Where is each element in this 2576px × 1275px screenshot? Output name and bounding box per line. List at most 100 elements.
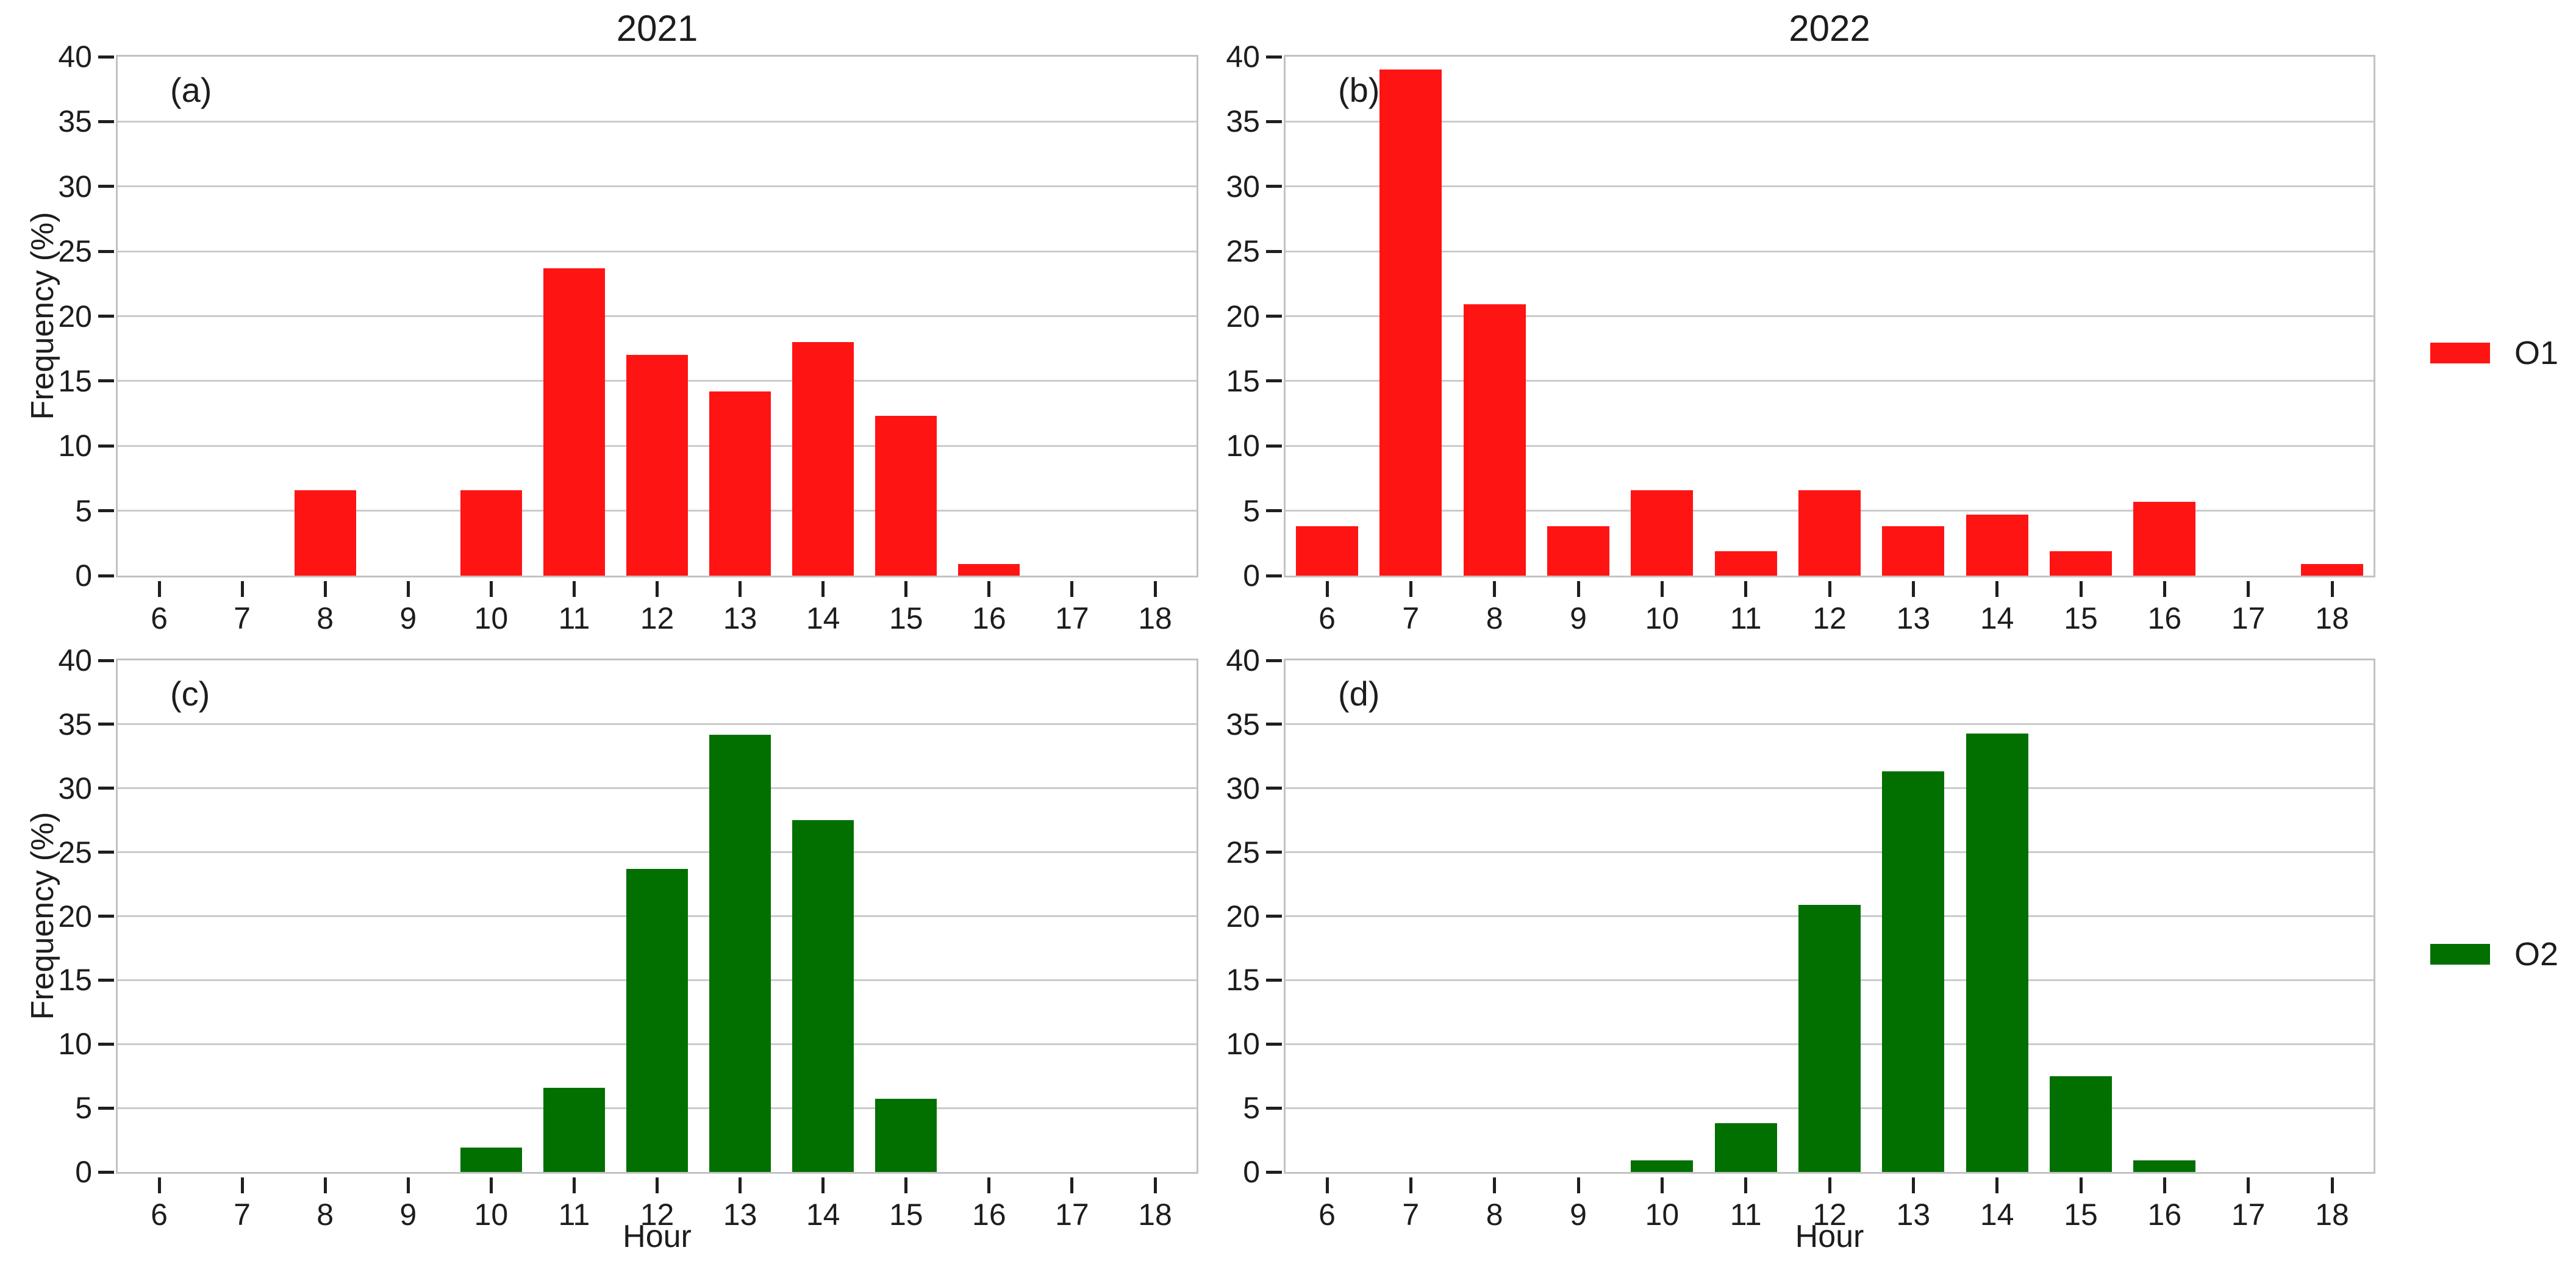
x-tick-mark xyxy=(1660,581,1664,597)
bar-hour-10 xyxy=(1631,1160,1693,1172)
bar-hour-14 xyxy=(1966,515,2028,576)
y-tick-mark xyxy=(98,444,114,448)
y-tick-mark xyxy=(98,1170,114,1174)
x-tick-label: 9 xyxy=(1570,1198,1587,1232)
panel-d: 0 5 10 15 20 25 30 35 40 6 7 8 9 10 11 12 13 14 15 16 17 18 (d… xyxy=(1226,643,2375,1232)
x-tick-label: 12 xyxy=(640,601,674,635)
x-axis-label-right: Hour xyxy=(1795,1219,1864,1254)
y-tick-mark xyxy=(98,659,114,662)
x-tick-label: 8 xyxy=(317,601,334,635)
y-tick-label: 20 xyxy=(1226,299,1260,334)
x-tick-label: 15 xyxy=(2064,1198,2098,1232)
y-tick-mark xyxy=(98,978,114,982)
y-tick-label: 35 xyxy=(58,707,92,741)
x-tick-label: 15 xyxy=(889,1198,923,1232)
y-tick-label: 10 xyxy=(58,429,92,463)
panel-letter: (a) xyxy=(170,71,212,109)
bar-hour-13 xyxy=(1882,526,1944,576)
bar-hour-13 xyxy=(709,391,771,576)
bar-hour-10 xyxy=(1631,490,1693,576)
gridline xyxy=(1286,315,2374,317)
y-tick-label: 0 xyxy=(75,1155,92,1189)
y-tick-mark xyxy=(98,1106,114,1110)
legend-label-o2: O2 xyxy=(2514,936,2559,973)
y-tick-label: 20 xyxy=(58,299,92,334)
bar-hour-14 xyxy=(792,342,854,576)
x-tick-mark xyxy=(1744,1177,1748,1193)
x-tick-label: 7 xyxy=(1402,601,1420,635)
x-tick-mark xyxy=(1153,1177,1157,1193)
x-tick-label: 13 xyxy=(723,601,757,635)
gridline xyxy=(1286,787,2374,790)
x-tick-label: 12 xyxy=(1812,1198,1847,1232)
x-tick-label: 17 xyxy=(2231,1198,2266,1232)
bar-hour-12 xyxy=(1798,490,1861,576)
y-tick-mark xyxy=(1266,55,1282,59)
x-tick-label: 12 xyxy=(640,1198,674,1232)
x-tick-label: 6 xyxy=(151,601,168,635)
y-tick-label: 0 xyxy=(75,559,92,593)
x-tick-mark xyxy=(489,581,493,597)
x-tick-mark xyxy=(1493,581,1497,597)
x-axis-label-left: Hour xyxy=(623,1219,692,1254)
x-tick-mark xyxy=(821,1177,825,1193)
x-tick-mark xyxy=(1576,581,1580,597)
legend-swatch-o1 xyxy=(2430,343,2490,363)
x-tick-mark xyxy=(323,581,327,597)
x-tick-mark xyxy=(2163,1177,2166,1193)
bar-hour-12 xyxy=(626,355,688,576)
y-tick-label: 25 xyxy=(1226,835,1260,870)
x-tick-label: 7 xyxy=(234,1198,251,1232)
x-tick-label: 10 xyxy=(474,1198,509,1232)
x-tick-mark xyxy=(1325,1177,1329,1193)
x-tick-mark xyxy=(2079,1177,2083,1193)
y-tick-label: 30 xyxy=(58,771,92,805)
x-tick-label: 17 xyxy=(2231,601,2266,635)
bar-hour-15 xyxy=(2050,1076,2112,1172)
x-tick-mark xyxy=(1153,581,1157,597)
bar-hour-11 xyxy=(1715,551,1777,576)
x-tick-label: 6 xyxy=(1318,601,1336,635)
x-tick-label: 18 xyxy=(2315,1198,2349,1232)
y-tick-label: 35 xyxy=(58,104,92,139)
x-tick-mark xyxy=(904,1177,908,1193)
x-tick-label: 7 xyxy=(1402,1198,1420,1232)
bar-hour-9 xyxy=(1547,526,1609,576)
x-tick-mark xyxy=(489,1177,493,1193)
bar-hour-13 xyxy=(709,735,771,1172)
bar-hour-12 xyxy=(1798,905,1861,1172)
bar-hour-16 xyxy=(2133,1160,2195,1172)
y-tick-mark xyxy=(1266,851,1282,854)
y-tick-mark xyxy=(1266,315,1282,318)
y-tick-mark xyxy=(1266,1042,1282,1046)
y-tick-mark xyxy=(98,185,114,188)
x-tick-mark xyxy=(323,1177,327,1193)
gridline xyxy=(1286,185,2374,188)
bar-hour-15 xyxy=(875,1099,937,1172)
panel-letter: (c) xyxy=(170,674,210,713)
y-tick-label: 25 xyxy=(1226,234,1260,269)
x-tick-label: 15 xyxy=(889,601,923,635)
x-tick-label: 16 xyxy=(972,1198,1006,1232)
y-tick-mark xyxy=(1266,978,1282,982)
panel-b: 0 5 10 15 20 25 30 35 40 6 7 8 9 10 11 12 13 14 15 16 17 18 (b… xyxy=(1226,40,2375,635)
bar-hour-16 xyxy=(2133,502,2195,576)
x-tick-mark xyxy=(240,581,244,597)
x-tick-mark xyxy=(1325,581,1329,597)
gridline xyxy=(1286,723,2374,726)
gridline xyxy=(118,851,1197,854)
y-tick-label: 25 xyxy=(58,234,92,269)
column-title-2022: 2022 xyxy=(1789,8,1870,49)
x-tick-label: 8 xyxy=(1486,1198,1503,1232)
bar-hour-18 xyxy=(2301,564,2363,576)
y-tick-mark xyxy=(1266,574,1282,577)
x-tick-label: 10 xyxy=(1645,1198,1680,1232)
x-tick-label: 17 xyxy=(1055,1198,1089,1232)
x-tick-mark xyxy=(2247,1177,2250,1193)
x-tick-label: 6 xyxy=(1318,1198,1336,1232)
x-tick-mark xyxy=(2330,1177,2334,1193)
y-tick-mark xyxy=(1266,787,1282,790)
x-tick-label: 11 xyxy=(558,601,590,635)
x-tick-mark xyxy=(1576,1177,1580,1193)
